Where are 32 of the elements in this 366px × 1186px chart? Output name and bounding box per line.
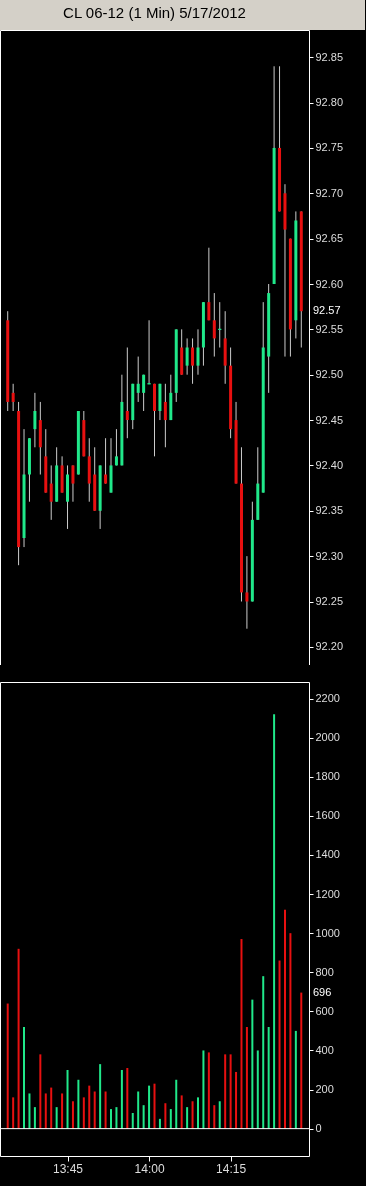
y-tick-label: 1200 [315,887,340,900]
y-tick-label: 92.45 [315,413,344,426]
y-tick-label: 2000 [315,731,340,744]
y-tick-label: 0 [315,1122,322,1135]
y-tick-label: 92.20 [315,640,344,653]
y-tick-label: 92.60 [315,277,344,290]
y-tick-label: 1000 [315,926,340,939]
x-tick-label: 13:45 [53,1161,84,1176]
chart-title: CL 06-12 (1 Min) 5/17/2012 [63,4,246,21]
y-tick-label: 400 [315,1043,334,1056]
y-tick-label: 92.30 [315,549,344,562]
y-tick-label: 92.40 [315,458,344,471]
y-tick-label: 1400 [315,848,340,861]
y-tick-label: 92.85 [315,50,344,63]
text: 696 [313,985,332,998]
y-tick-label: 92.65 [315,232,344,245]
x-tick-label: 14:15 [216,1161,247,1176]
y-tick-label: 92.75 [315,141,344,154]
y-tick-label: 92.55 [315,322,344,335]
y-tick-label: 92.70 [315,186,344,199]
y-tick-label: 1800 [315,770,340,783]
y-tick-label: 1600 [315,809,340,822]
y-tick-label: 2200 [315,692,340,705]
y-tick-label: 600 [315,1004,334,1017]
y-tick-label: 92.50 [315,368,344,381]
y-tick-label: 92.35 [315,504,344,517]
y-tick-label: 200 [315,1083,334,1096]
y-tick-label: 800 [315,965,334,978]
text: 92.57 [313,304,341,317]
y-tick-label: 92.25 [315,595,344,607]
x-tick-label: 14:00 [134,1161,165,1176]
y-tick-label: 92.80 [315,96,344,109]
